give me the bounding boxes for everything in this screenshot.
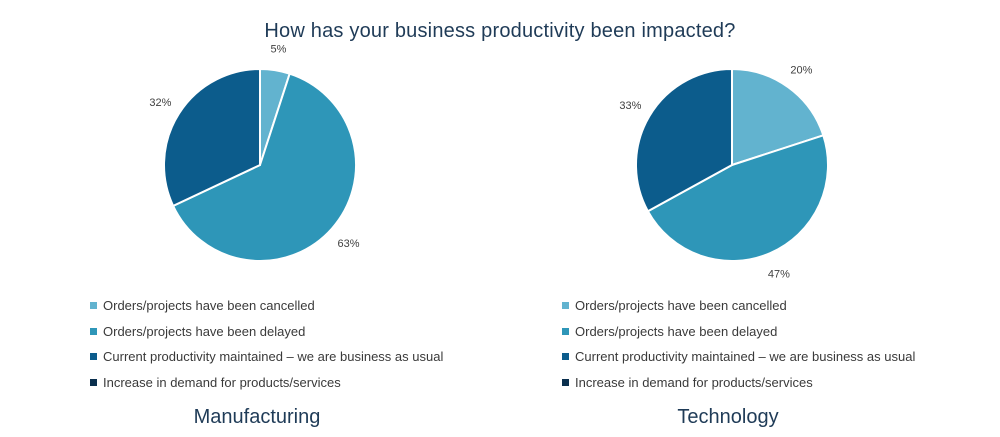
legend-item-maintained: Current productivity maintained – we are… — [562, 344, 915, 370]
legend-item-cancelled: Orders/projects have been cancelled — [562, 293, 915, 319]
data-label-cancelled: 20% — [790, 65, 812, 77]
pie-slice-cancelled — [731, 67, 825, 167]
manufacturing-pie-chart: 5% 63% 32% — [149, 44, 360, 262]
chart-title: How has your business productivity been … — [264, 20, 736, 42]
manufacturing-caption: Manufacturing — [193, 406, 321, 428]
data-label-delayed: 47% — [768, 268, 790, 280]
technology-caption: Technology — [677, 406, 779, 428]
technology-pie-chart: 20% 47% 33% — [619, 65, 829, 280]
manufacturing-legend: Orders/projects have been cancelled Orde… — [90, 293, 443, 395]
legend-label: Current productivity maintained – we are… — [103, 349, 444, 365]
legend-label: Increase in demand for products/services — [575, 375, 813, 391]
legend-item-increase: Increase in demand for products/services — [90, 370, 443, 396]
legend-swatch — [562, 379, 569, 387]
pie-slice-delayed — [171, 72, 358, 262]
legend-label: Orders/projects have been cancelled — [103, 298, 315, 314]
legend-swatch — [562, 353, 569, 361]
legend-label: Orders/projects have been cancelled — [575, 298, 787, 314]
legend-item-cancelled: Orders/projects have been cancelled — [90, 293, 443, 319]
legend-item-delayed: Orders/projects have been delayed — [562, 319, 915, 345]
legend-label: Current productivity maintained – we are… — [575, 349, 916, 365]
data-label-maintained: 33% — [619, 100, 641, 112]
pie-slice-maintained — [163, 67, 261, 208]
legend-swatch — [90, 327, 97, 335]
legend-swatch — [562, 327, 569, 335]
legend-swatch — [562, 302, 569, 310]
legend-label: Increase in demand for products/services — [103, 375, 341, 391]
data-label-maintained: 32% — [149, 97, 171, 109]
technology-legend: Orders/projects have been cancelled Orde… — [562, 293, 915, 395]
legend-swatch — [90, 353, 97, 361]
legend-swatch — [90, 302, 97, 310]
pie-slice-maintained — [634, 67, 733, 213]
legend-item-delayed: Orders/projects have been delayed — [90, 319, 443, 345]
legend-item-increase: Increase in demand for products/services — [562, 370, 915, 396]
pie-slice-delayed — [646, 134, 829, 262]
legend-label: Orders/projects have been delayed — [103, 323, 306, 339]
legend-item-maintained: Current productivity maintained – we are… — [90, 344, 443, 370]
legend-swatch — [90, 379, 97, 387]
data-label-cancelled: 5% — [271, 44, 287, 56]
legend-label: Orders/projects have been delayed — [575, 323, 778, 339]
data-label-delayed: 63% — [337, 238, 359, 250]
